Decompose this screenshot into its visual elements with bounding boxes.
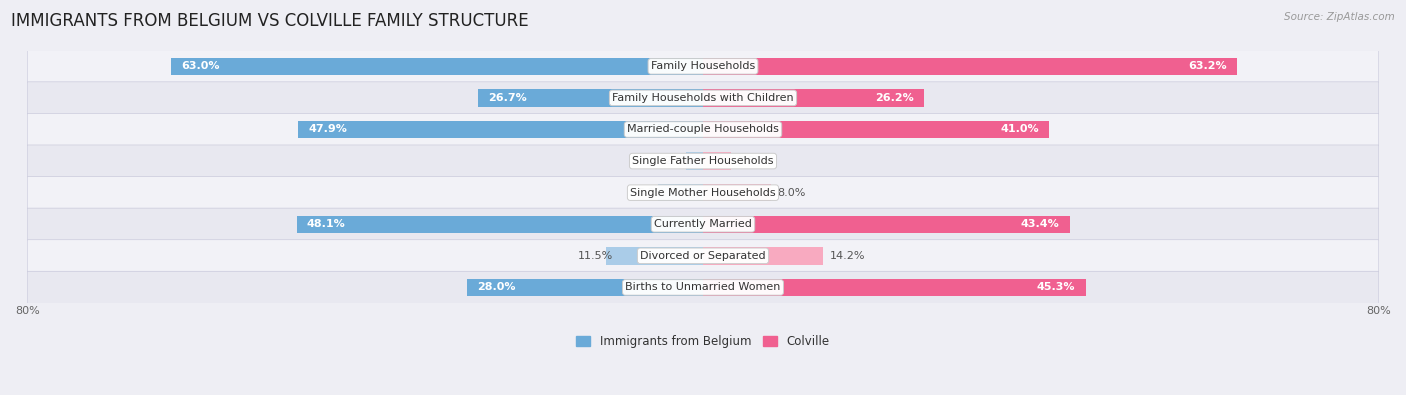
Text: 43.4%: 43.4%: [1021, 219, 1059, 229]
Text: Single Mother Households: Single Mother Households: [630, 188, 776, 198]
Bar: [703, 279, 1085, 296]
Text: Family Households: Family Households: [651, 61, 755, 71]
Text: 63.2%: 63.2%: [1188, 61, 1226, 71]
Text: 48.1%: 48.1%: [307, 219, 346, 229]
Text: Births to Unmarried Women: Births to Unmarried Women: [626, 282, 780, 292]
Bar: [703, 216, 1070, 233]
Bar: [478, 89, 703, 107]
FancyBboxPatch shape: [27, 50, 1379, 83]
FancyBboxPatch shape: [27, 240, 1379, 272]
Text: Currently Married: Currently Married: [654, 219, 752, 229]
Bar: [172, 58, 703, 75]
Bar: [703, 121, 1049, 138]
Text: 26.2%: 26.2%: [876, 93, 914, 103]
Bar: [686, 152, 703, 170]
FancyBboxPatch shape: [27, 145, 1379, 177]
Bar: [703, 184, 770, 201]
Text: Single Father Households: Single Father Households: [633, 156, 773, 166]
Text: 2.0%: 2.0%: [665, 156, 693, 166]
Text: Divorced or Separated: Divorced or Separated: [640, 251, 766, 261]
Bar: [658, 184, 703, 201]
Text: 47.9%: 47.9%: [308, 124, 347, 135]
Text: 41.0%: 41.0%: [1001, 124, 1039, 135]
Text: 14.2%: 14.2%: [830, 251, 865, 261]
Bar: [298, 121, 703, 138]
Legend: Immigrants from Belgium, Colville: Immigrants from Belgium, Colville: [571, 331, 835, 353]
Bar: [297, 216, 703, 233]
Bar: [703, 89, 924, 107]
Bar: [606, 247, 703, 265]
Bar: [703, 247, 823, 265]
Bar: [703, 58, 1237, 75]
Text: 26.7%: 26.7%: [488, 93, 526, 103]
FancyBboxPatch shape: [27, 177, 1379, 209]
Text: 63.0%: 63.0%: [181, 61, 219, 71]
Text: 11.5%: 11.5%: [578, 251, 613, 261]
Text: Family Households with Children: Family Households with Children: [612, 93, 794, 103]
Text: 5.3%: 5.3%: [637, 188, 665, 198]
FancyBboxPatch shape: [27, 208, 1379, 240]
Text: IMMIGRANTS FROM BELGIUM VS COLVILLE FAMILY STRUCTURE: IMMIGRANTS FROM BELGIUM VS COLVILLE FAMI…: [11, 12, 529, 30]
FancyBboxPatch shape: [27, 82, 1379, 114]
Text: 8.0%: 8.0%: [778, 188, 806, 198]
Text: Married-couple Households: Married-couple Households: [627, 124, 779, 135]
Text: 45.3%: 45.3%: [1038, 282, 1076, 292]
FancyBboxPatch shape: [27, 113, 1379, 146]
Text: 3.3%: 3.3%: [738, 156, 766, 166]
Text: Source: ZipAtlas.com: Source: ZipAtlas.com: [1284, 12, 1395, 22]
FancyBboxPatch shape: [27, 271, 1379, 303]
Text: 28.0%: 28.0%: [477, 282, 515, 292]
Bar: [703, 152, 731, 170]
Bar: [467, 279, 703, 296]
